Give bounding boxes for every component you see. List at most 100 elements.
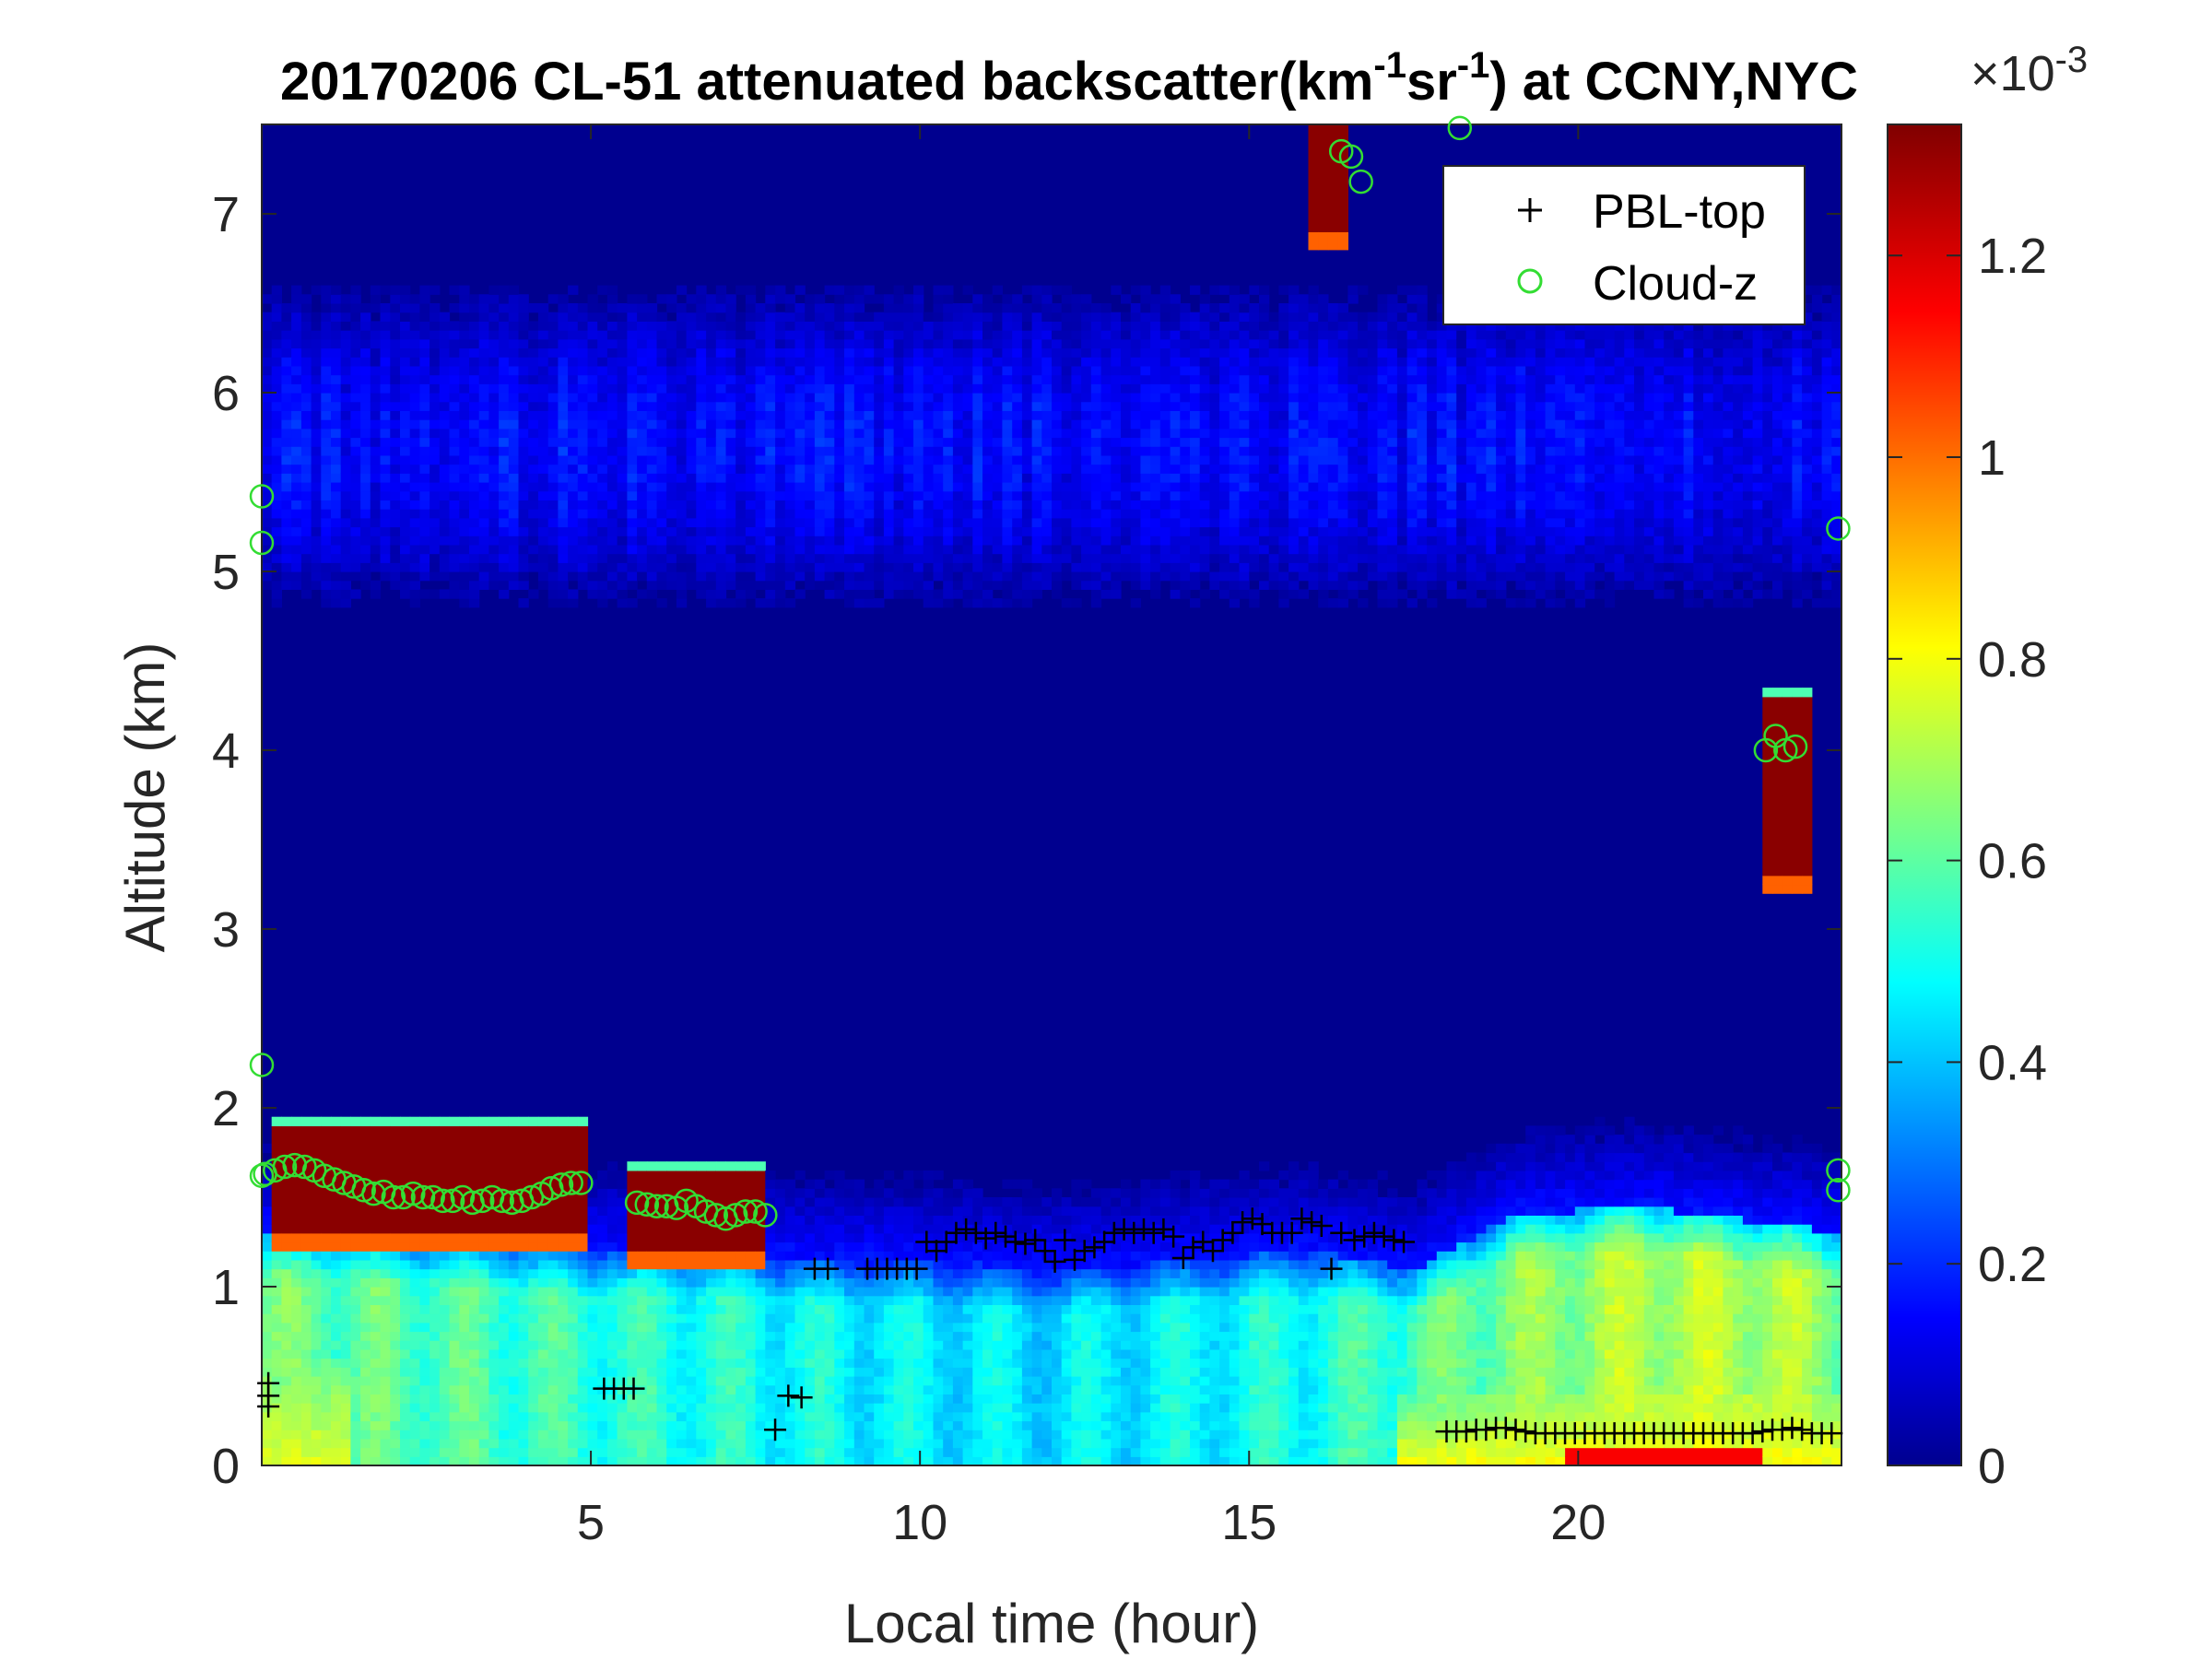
heat-cell [409, 1188, 420, 1198]
heat-cell [794, 446, 806, 456]
heat-cell [558, 517, 569, 528]
heat-cell [488, 1447, 500, 1457]
heat-cell [291, 490, 302, 500]
heat-cell [419, 464, 430, 474]
heat-cell [824, 571, 835, 582]
heat-cell [913, 473, 924, 483]
heat-cell [765, 1420, 776, 1430]
heat-cell [696, 347, 707, 358]
heat-cell [765, 401, 776, 411]
heat-cell [686, 509, 697, 519]
heat-cell [300, 562, 312, 572]
heat-cell [429, 1340, 441, 1350]
heat-cell [311, 1188, 322, 1198]
heat-cell [853, 1403, 865, 1413]
heat-cell [390, 1411, 401, 1422]
heat-cell [528, 1313, 539, 1324]
heat-cell [558, 500, 569, 510]
heat-cell [617, 338, 628, 349]
heat-cell [587, 544, 598, 555]
heat-cell [597, 517, 608, 528]
heat-cell [923, 321, 934, 331]
heat-cell [528, 1322, 539, 1333]
heat-cell [933, 437, 944, 447]
heat-cell [587, 1313, 598, 1324]
heat-cell [646, 330, 658, 340]
heat-cell [606, 490, 618, 500]
heat-cell [952, 321, 964, 331]
heat-cell [370, 482, 382, 492]
heat-cell [439, 1170, 451, 1181]
heat-cell [627, 1367, 638, 1377]
heat-cell [360, 580, 371, 590]
heat-cell [499, 464, 510, 474]
heat-cell [686, 562, 697, 572]
heat-cell [844, 1179, 855, 1189]
heat-cell [952, 1268, 964, 1278]
heat-cell [814, 365, 826, 376]
heat-cell [676, 1367, 688, 1377]
heat-cell [311, 1215, 322, 1225]
heat-cell [360, 544, 371, 555]
heat-cell [656, 1430, 667, 1440]
heat-cell [706, 544, 717, 555]
heat-cell [499, 1340, 510, 1350]
heat-cell [380, 1456, 391, 1466]
heat-cell [587, 294, 598, 304]
heat-cell [725, 509, 736, 519]
heat-cell [488, 490, 500, 500]
heat-cell [913, 1394, 924, 1404]
heat-cell [627, 1251, 638, 1261]
heat-cell [864, 1430, 875, 1440]
heat-cell [271, 517, 282, 528]
heat-cell [577, 1348, 589, 1359]
heat-cell [913, 553, 924, 563]
heat-cell [390, 1125, 401, 1135]
heat-cell [745, 419, 757, 429]
heat-cell [409, 1179, 420, 1189]
heat-cell [508, 1161, 520, 1171]
heat-cell [340, 1232, 351, 1243]
heat-cell [568, 1376, 579, 1386]
heat-cell [281, 401, 292, 411]
heat-cell [390, 1287, 401, 1297]
heat-cell [597, 1215, 608, 1225]
heat-cell [864, 401, 875, 411]
heat-cell [952, 410, 964, 420]
heat-cell [558, 473, 569, 483]
heat-cell [449, 509, 460, 519]
heat-cell [331, 401, 342, 411]
heat-cell [696, 1394, 707, 1404]
heat-cell [469, 347, 480, 358]
heat-cell [439, 490, 451, 500]
heat-cell [311, 1251, 322, 1261]
heat-cell [311, 1430, 322, 1440]
heat-cell [469, 580, 480, 590]
heat-cell [775, 1394, 786, 1404]
heat-cell [686, 1259, 697, 1270]
heat-cell [627, 1161, 638, 1171]
heat-cell [568, 1322, 579, 1333]
heat-cell [735, 285, 747, 295]
heat-cell [903, 482, 914, 492]
heat-cell [775, 330, 786, 340]
heat-cell [419, 1340, 430, 1350]
heat-cell [499, 347, 510, 358]
heat-cell [262, 1215, 273, 1225]
heat-cell [321, 365, 332, 376]
heat-cell [735, 580, 747, 590]
heat-cell [883, 544, 895, 555]
heat-cell [646, 357, 658, 367]
heat-cell [281, 464, 292, 474]
heat-cell [262, 1241, 273, 1252]
heat-cell [715, 517, 727, 528]
heat-cell [331, 1251, 342, 1261]
heat-cell [311, 1116, 322, 1126]
heat-cell [537, 428, 549, 439]
heat-cell [469, 1420, 480, 1430]
heat-cell [488, 535, 500, 546]
heat-cell [577, 1116, 589, 1126]
heat-cell [794, 1232, 806, 1243]
heat-cell [883, 1331, 895, 1341]
heat-cell [478, 1224, 489, 1234]
